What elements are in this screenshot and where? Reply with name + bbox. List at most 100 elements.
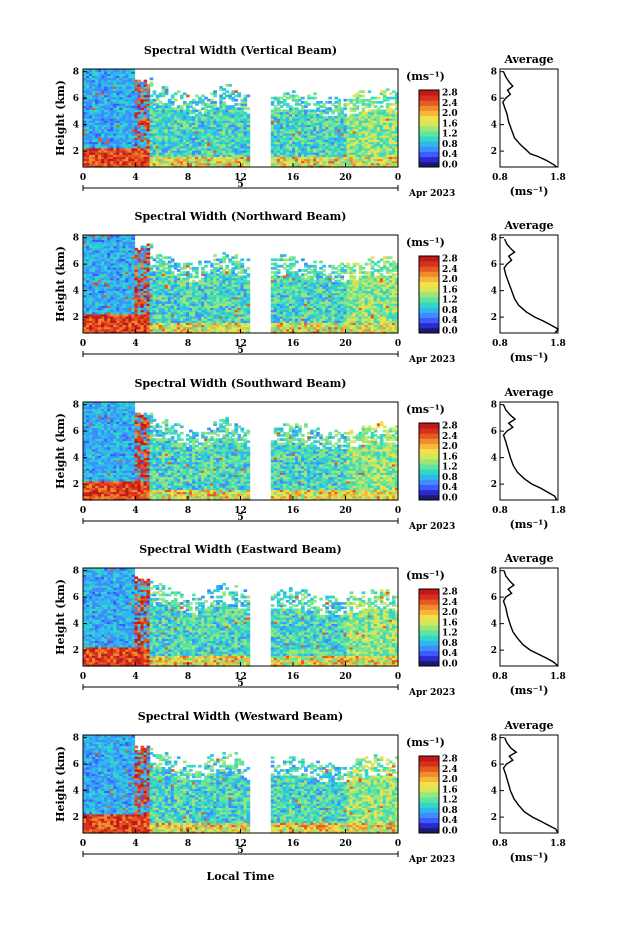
heatmap-cell <box>170 298 175 302</box>
heatmap-cell <box>146 156 151 160</box>
heatmap-cell <box>110 260 114 264</box>
heatmap-cell <box>367 152 372 155</box>
heatmap-cell <box>146 258 151 262</box>
heatmap-cell <box>310 145 314 149</box>
heatmap-cell <box>155 307 160 311</box>
heatmap-cell <box>128 326 133 330</box>
heatmap-cell <box>146 120 151 123</box>
heatmap-cell <box>243 162 248 166</box>
heatmap-cell <box>179 126 184 130</box>
heatmap-cell <box>176 307 181 311</box>
heatmap-cell <box>95 130 99 134</box>
heatmap-cell <box>155 98 160 102</box>
heatmap-cell <box>343 122 348 125</box>
heatmap-cell <box>307 139 311 143</box>
heatmap-cell <box>167 152 172 155</box>
heatmap-cell <box>158 271 163 274</box>
heatmap-cell <box>385 109 390 113</box>
heatmap-cell <box>382 137 387 140</box>
heatmap-cell <box>367 137 372 140</box>
heatmap-cell <box>176 301 181 304</box>
heatmap-cell <box>104 145 108 149</box>
heatmap-cell <box>113 235 117 238</box>
heatmap-cell <box>107 303 111 306</box>
heatmap-cell <box>189 143 193 147</box>
heatmap-cell <box>89 279 93 283</box>
heatmap-cell <box>113 252 117 255</box>
heatmap-cell <box>104 83 108 87</box>
heatmap-cell <box>83 237 87 240</box>
heatmap-cell <box>101 105 105 108</box>
heatmap-cell <box>234 143 239 147</box>
heatmap-cell <box>89 92 93 96</box>
heatmap-cell <box>101 100 105 104</box>
heatmap-cell <box>95 86 99 89</box>
heatmap-cell <box>95 247 99 251</box>
heatmap-cell <box>391 147 396 151</box>
heatmap-cell <box>146 292 151 296</box>
heatmap-cell <box>119 77 123 81</box>
heatmap-cell <box>122 103 127 106</box>
heatmap-cell <box>101 281 105 285</box>
heatmap-cell <box>343 145 348 149</box>
heatmap-cell <box>86 160 90 164</box>
heatmap-cell <box>143 107 148 111</box>
heatmap-cell <box>185 141 190 145</box>
heatmap-cell <box>95 328 99 332</box>
heatmap-cell <box>113 115 117 119</box>
heatmap-cell <box>107 279 111 283</box>
heatmap-cell <box>83 252 87 255</box>
heatmap-cell <box>149 126 154 130</box>
heatmap-cell <box>164 279 169 283</box>
heatmap-cell <box>167 277 172 281</box>
heatmap-cell <box>143 109 148 113</box>
heatmap-cell <box>101 83 105 87</box>
heatmap-cell <box>373 132 378 136</box>
heatmap-cell <box>86 156 90 160</box>
heatmap-cell <box>304 149 308 153</box>
heatmap-cell <box>313 147 317 151</box>
heatmap-cell <box>176 303 181 306</box>
heatmap-cell <box>179 326 184 330</box>
heatmap-cell <box>337 113 342 117</box>
heatmap-cell <box>95 90 99 94</box>
heatmap-cell <box>149 330 154 334</box>
heatmap-cell <box>240 160 245 164</box>
heatmap-cell <box>95 156 99 160</box>
heatmap-cell <box>92 328 96 332</box>
heatmap-cell <box>222 118 226 121</box>
heatmap-cell <box>137 83 142 87</box>
heatmap-cell <box>173 288 178 291</box>
heatmap-cell <box>95 271 99 274</box>
heatmap-cell <box>243 149 248 153</box>
heatmap-cell <box>95 71 99 74</box>
heatmap-cell <box>382 92 387 96</box>
heatmap-cell <box>385 88 390 91</box>
heatmap-cell <box>325 141 329 145</box>
heatmap-cell <box>231 124 236 128</box>
heatmap-cell <box>131 90 136 94</box>
heatmap-cell <box>134 156 139 160</box>
heatmap-cell <box>101 266 105 270</box>
heatmap-cell <box>161 135 166 138</box>
heatmap-cell <box>298 103 302 106</box>
heatmap-cell <box>119 86 123 89</box>
heatmap-cell <box>192 149 196 153</box>
heatmap-cell <box>173 124 178 128</box>
heatmap-cell <box>128 103 133 106</box>
heatmap-cell <box>92 326 96 330</box>
heatmap-cell <box>367 120 372 123</box>
heatmap-cell <box>152 315 157 319</box>
heatmap-cell <box>161 275 166 279</box>
heatmap-cell <box>288 147 293 151</box>
heatmap-cell <box>291 156 296 160</box>
heatmap-cell <box>243 105 248 108</box>
heatmap-cell <box>388 156 393 160</box>
heatmap-cell <box>313 126 317 130</box>
heatmap-cell <box>143 128 148 132</box>
heatmap-cell <box>319 162 323 166</box>
heatmap-cell <box>295 126 299 130</box>
heatmap-cell <box>210 139 214 143</box>
heatmap-cell <box>355 139 360 143</box>
heatmap-cell <box>137 318 142 321</box>
